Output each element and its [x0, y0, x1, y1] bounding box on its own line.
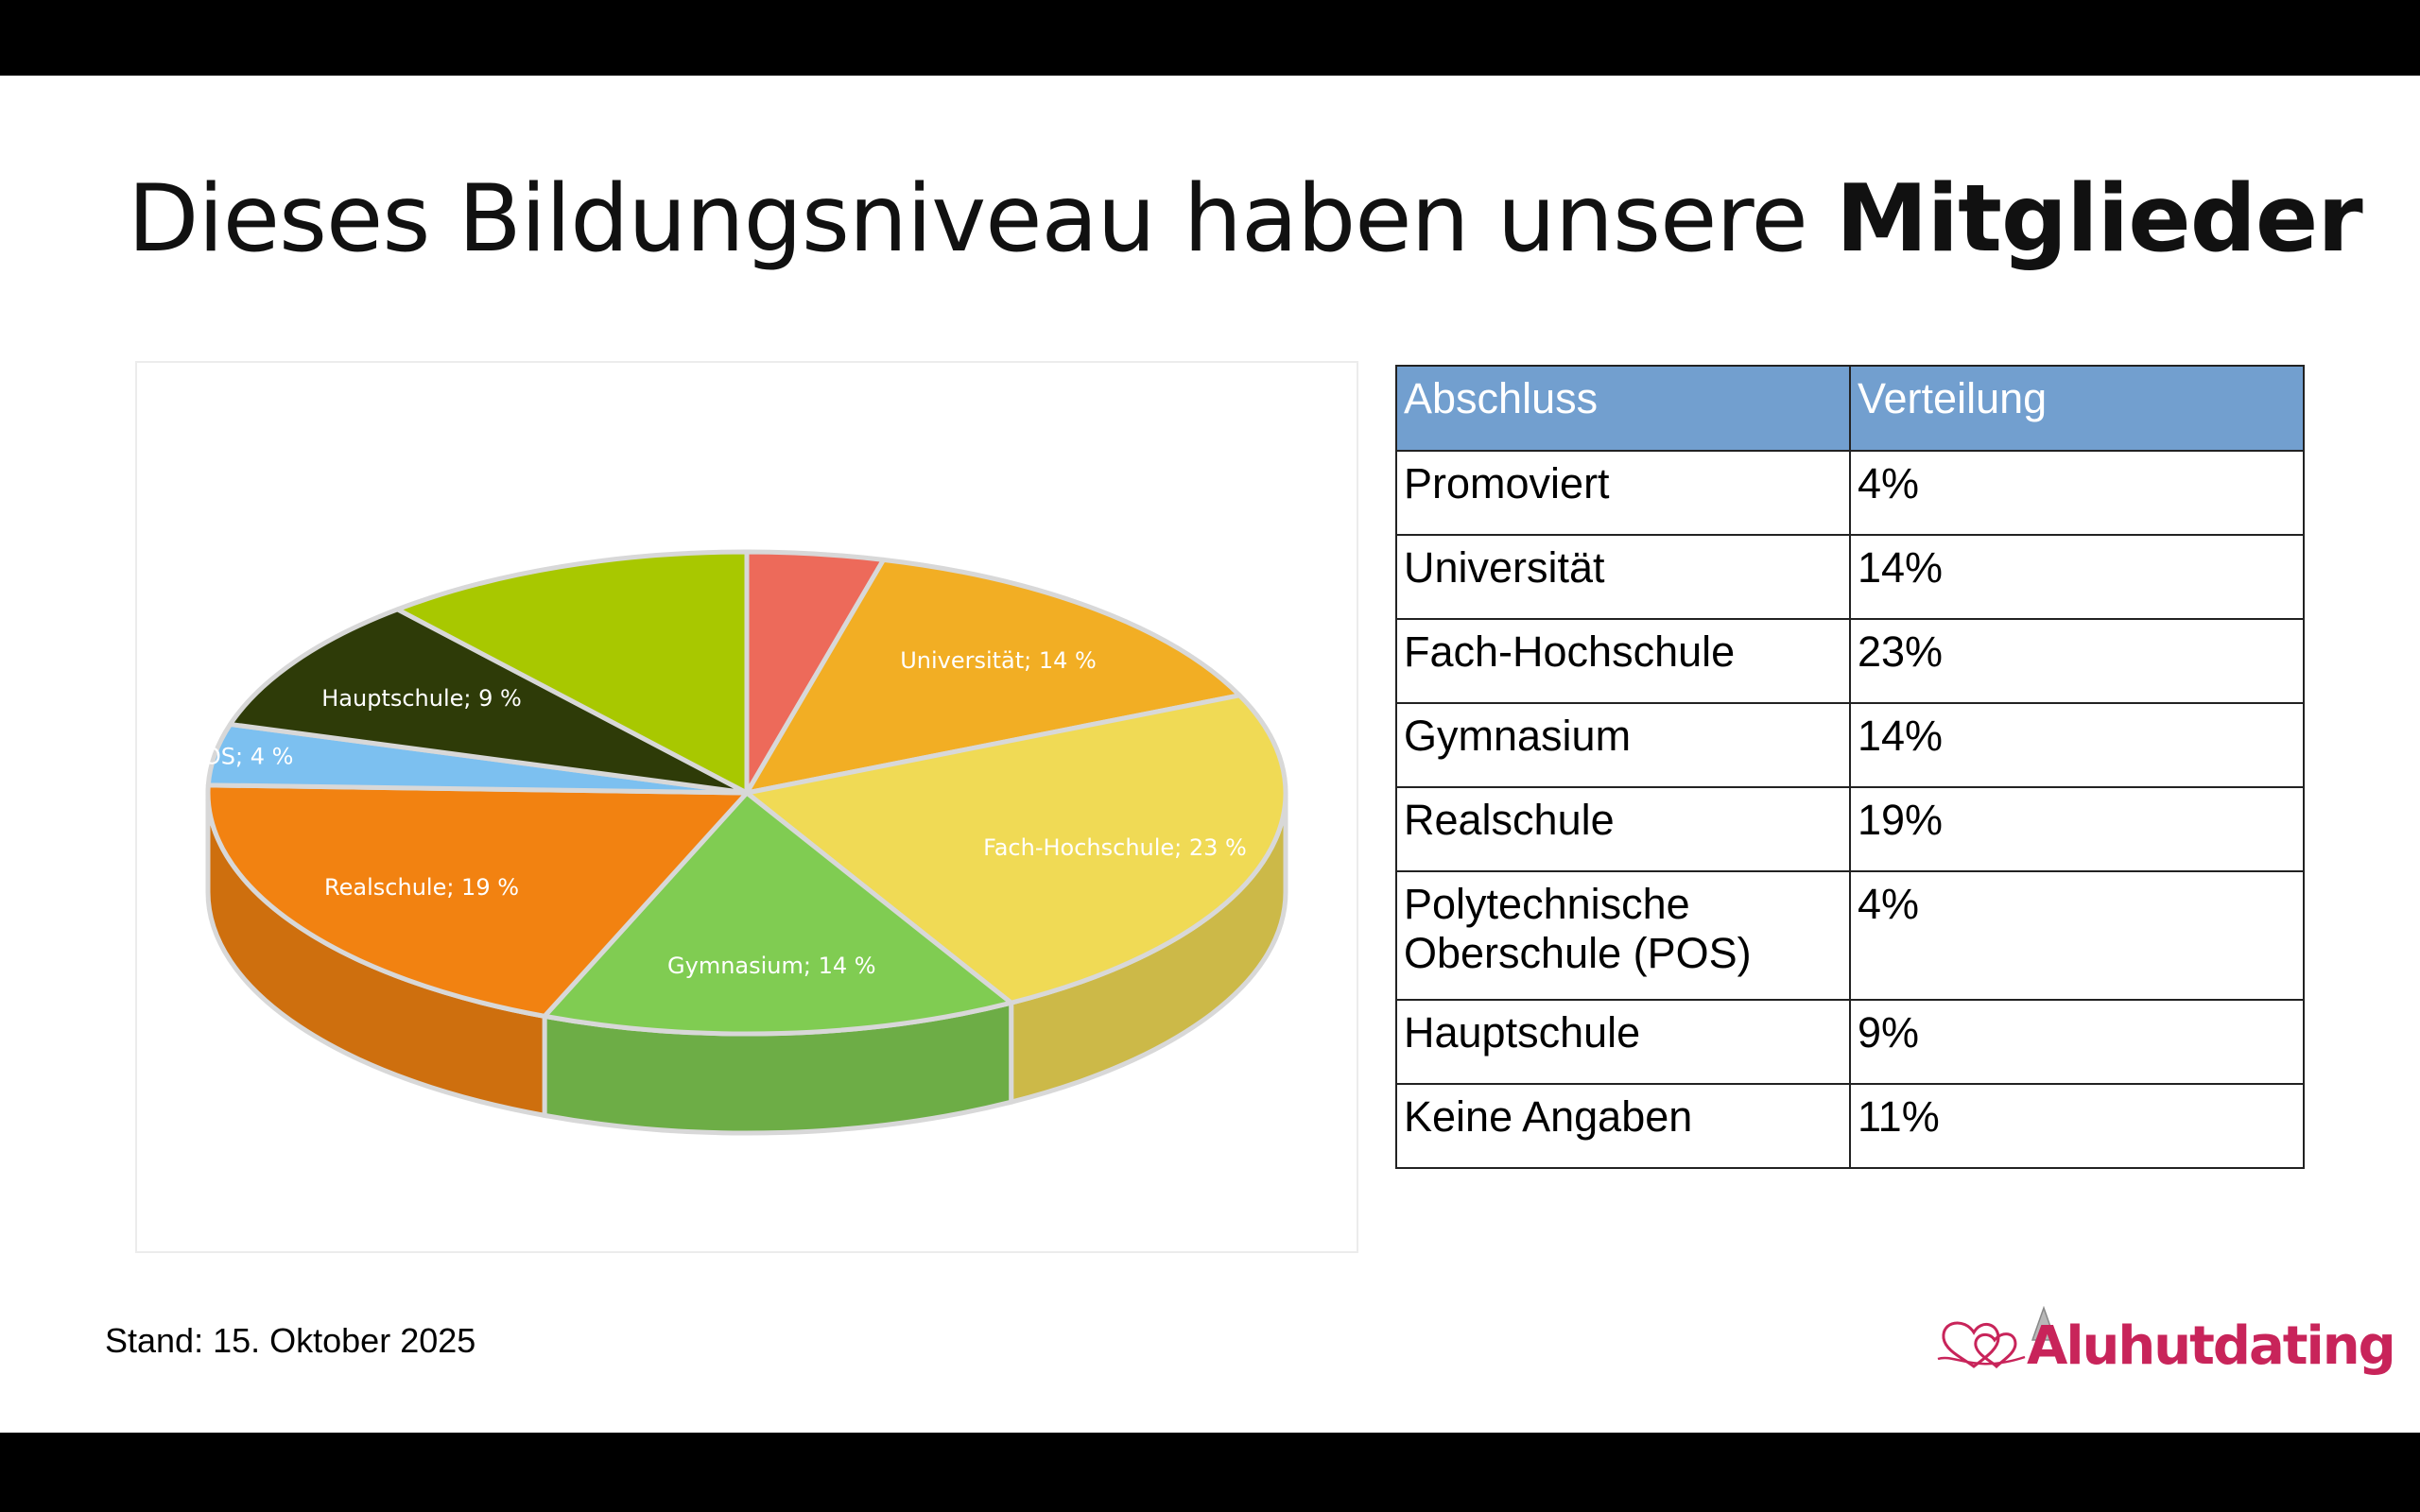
cell-verteilung: 4% [1849, 870, 2305, 1001]
table-row: Hauptschule 9% [1395, 999, 2305, 1085]
pie-slice-gymnasium [542, 790, 1014, 1037]
header-abschluss: Abschluss [1395, 365, 1851, 452]
distribution-table: Abschluss Verteilung Promoviert 4% Univer… [1395, 365, 2305, 1169]
brand-name: Aluhutdating [2027, 1315, 2396, 1377]
page-title: Dieses Bildungsniveau haben unsere Mitgl… [128, 165, 2363, 273]
slice-label-polytechnische-oberschule-pos-: POS; 4 % [189, 743, 293, 769]
table-row: Polytechnische Oberschule (POS) 4% [1395, 870, 2305, 1001]
pie-slice-fach-hochschule [744, 693, 1288, 1005]
cell-abschluss: Keine Angaben [1395, 1083, 1851, 1169]
table-row: Fach-Hochschule 23% [1395, 618, 2305, 704]
cell-verteilung: 19% [1849, 786, 2305, 872]
cell-abschluss: Polytechnische Oberschule (POS) [1395, 870, 1851, 1001]
pie-chart: Universität; 14 % Fach-Hochschule; 23 % Gy… [135, 361, 1358, 1253]
cell-verteilung: 4% [1849, 450, 2305, 536]
hearts-icon [1937, 1321, 2026, 1369]
cell-abschluss: Universität [1395, 534, 1851, 620]
slice-label-hauptschule: Hauptschule; 9 % [321, 685, 522, 712]
table-row: Universität 14% [1395, 534, 2305, 620]
pie-slice-keine-angaben [395, 549, 750, 796]
cell-abschluss: Gymnasium [1395, 702, 1851, 788]
slice-label-realschule: Realschule; 19 % [324, 874, 519, 901]
slice-label-fach-hochschule: Fach-Hochschule; 23 % [983, 834, 1247, 861]
pie-slice-hauptschule [228, 607, 750, 796]
cell-verteilung: 9% [1849, 999, 2305, 1085]
table-row: Gymnasium 14% [1395, 702, 2305, 788]
pie-chart-svg: Universität; 14 % Fach-Hochschule; 23 % Gy… [189, 549, 1288, 1136]
cell-abschluss: Promoviert [1395, 450, 1851, 536]
table-row: Promoviert 4% [1395, 450, 2305, 536]
table-header-row: Abschluss Verteilung [1395, 365, 2305, 452]
footer-date: Stand: 15. Oktober 2025 [105, 1321, 476, 1360]
pie-slice-realschule [205, 782, 750, 1019]
slice-label-universit-t: Universität; 14 % [900, 647, 1097, 674]
brand-logo: Aluhutdating [1936, 1306, 2396, 1387]
foil-hat-icon [2031, 1306, 2057, 1341]
slide: Dieses Bildungsniveau haben unsere Mitgl… [0, 76, 2420, 1433]
header-verteilung: Verteilung [1849, 365, 2305, 452]
slice-label-gymnasium: Gymnasium; 14 % [667, 953, 876, 979]
cell-verteilung: 14% [1849, 702, 2305, 788]
cell-verteilung: 14% [1849, 534, 2305, 620]
cell-verteilung: 11% [1849, 1083, 2305, 1169]
cell-abschluss: Hauptschule [1395, 999, 1851, 1085]
pie-slice-universit-t [744, 557, 1242, 796]
table-row: Keine Angaben 11% [1395, 1083, 2305, 1169]
cell-verteilung: 23% [1849, 618, 2305, 704]
cell-abschluss: Realschule [1395, 786, 1851, 872]
cell-abschluss: Fach-Hochschule [1395, 618, 1851, 704]
table-row: Realschule 19% [1395, 786, 2305, 872]
